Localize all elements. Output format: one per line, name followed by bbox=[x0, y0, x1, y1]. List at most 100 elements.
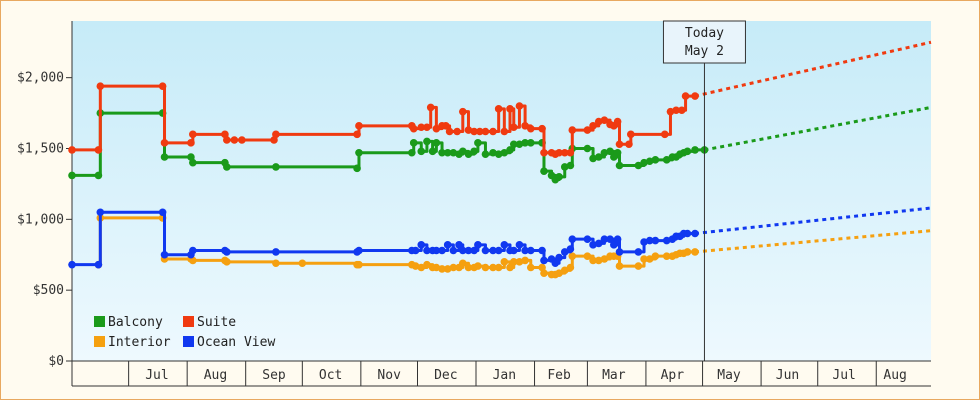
data-point-ocean-view bbox=[568, 235, 577, 243]
data-point-suite bbox=[409, 124, 418, 133]
data-point-balcony bbox=[189, 158, 197, 167]
data-point-interior bbox=[458, 259, 467, 268]
y-tick-label: $1,000 bbox=[17, 212, 64, 227]
data-point-ocean-view bbox=[423, 246, 431, 255]
data-point-suite bbox=[445, 127, 454, 136]
x-month-label: Jul bbox=[832, 368, 855, 383]
data-point-suite bbox=[423, 123, 431, 132]
x-month-label: Aug bbox=[204, 368, 227, 383]
data-point-suite bbox=[538, 124, 546, 133]
data-point-interior bbox=[298, 259, 307, 268]
data-point-interior bbox=[494, 263, 503, 272]
legend: Balcony Suite Interior Ocean View bbox=[94, 315, 275, 350]
data-point-balcony bbox=[160, 153, 169, 161]
data-point-interior bbox=[489, 263, 497, 272]
data-point-ocean-view bbox=[540, 256, 548, 265]
data-point-interior bbox=[651, 252, 660, 260]
data-point-suite bbox=[475, 127, 484, 136]
data-point-balcony bbox=[355, 148, 363, 157]
data-point-interior bbox=[662, 252, 671, 260]
series-lines bbox=[68, 40, 932, 279]
data-point-balcony bbox=[272, 163, 280, 171]
data-point-ocean-view bbox=[538, 246, 546, 255]
data-point-suite bbox=[68, 146, 76, 154]
data-point-balcony bbox=[409, 139, 418, 147]
x-month-label: Dec bbox=[434, 368, 457, 383]
data-point-ocean-view bbox=[68, 260, 76, 269]
data-point-interior bbox=[683, 248, 692, 256]
data-point-suite bbox=[583, 126, 592, 134]
data-point-suite bbox=[672, 106, 680, 115]
data-point-balcony bbox=[432, 139, 441, 147]
data-point-suite bbox=[158, 82, 167, 90]
data-point-interior bbox=[464, 263, 473, 272]
data-point-interior bbox=[474, 262, 482, 270]
data-point-suite bbox=[223, 136, 231, 144]
data-point-interior bbox=[566, 263, 575, 272]
data-point-balcony bbox=[662, 156, 671, 164]
x-month-label: Oct bbox=[319, 368, 342, 383]
data-point-interior bbox=[223, 258, 231, 266]
data-point-ocean-view bbox=[494, 246, 503, 255]
data-point-suite bbox=[566, 148, 575, 157]
data-point-interior bbox=[640, 255, 648, 263]
data-point-interior bbox=[634, 262, 643, 270]
data-point-interior bbox=[509, 258, 518, 266]
data-point-suite bbox=[458, 107, 467, 116]
data-point-ocean-view bbox=[551, 259, 560, 268]
data-point-ocean-view bbox=[474, 241, 482, 249]
data-point-ocean-view bbox=[500, 241, 509, 249]
data-point-suite bbox=[589, 122, 597, 130]
plot-area bbox=[72, 21, 931, 361]
x-month-label: Mar bbox=[602, 368, 626, 383]
data-point-interior bbox=[615, 262, 624, 270]
forecast-line-suite bbox=[694, 40, 932, 98]
x-month-label: Jun bbox=[776, 368, 799, 383]
data-point-balcony bbox=[428, 147, 437, 156]
data-point-balcony bbox=[423, 137, 431, 146]
data-point-ocean-view bbox=[521, 246, 529, 255]
data-point-suite bbox=[94, 146, 103, 154]
data-point-ocean-view bbox=[515, 241, 524, 249]
data-point-interior bbox=[438, 265, 446, 273]
data-point-suite bbox=[515, 102, 524, 110]
data-point-suite bbox=[353, 130, 361, 139]
legend-swatch-balcony bbox=[94, 316, 105, 327]
data-point-ocean-view bbox=[606, 235, 614, 243]
data-point-ocean-view bbox=[464, 246, 473, 255]
data-point-balcony bbox=[500, 148, 509, 157]
data-point-balcony bbox=[526, 139, 535, 147]
data-point-ocean-view bbox=[610, 241, 618, 249]
data-point-balcony bbox=[417, 147, 426, 156]
data-point-suite bbox=[555, 148, 563, 157]
x-month-label: Sep bbox=[262, 368, 286, 383]
data-point-balcony bbox=[594, 153, 603, 161]
data-point-balcony bbox=[691, 146, 699, 154]
today-label: Today bbox=[685, 26, 724, 41]
data-point-ocean-view bbox=[443, 241, 452, 249]
data-point-ocean-view bbox=[411, 246, 420, 255]
data-point-ocean-view bbox=[566, 245, 575, 253]
data-point-suite bbox=[96, 82, 105, 90]
data-point-interior bbox=[583, 252, 592, 260]
data-point-ocean-view bbox=[526, 246, 535, 255]
legend-swatch-suite bbox=[183, 316, 194, 327]
data-point-interior bbox=[272, 259, 280, 268]
data-point-suite bbox=[500, 127, 509, 136]
data-point-interior bbox=[481, 263, 490, 272]
data-point-suite bbox=[615, 140, 624, 149]
data-point-ocean-view bbox=[94, 260, 103, 269]
data-point-suite bbox=[187, 139, 195, 147]
data-point-suite bbox=[417, 123, 426, 132]
data-point-ocean-view bbox=[355, 246, 363, 255]
today-date: May 2 bbox=[685, 44, 724, 59]
y-tick-label: $1,500 bbox=[17, 142, 64, 157]
data-point-suite bbox=[627, 130, 635, 139]
data-point-balcony bbox=[438, 148, 446, 157]
y-tick-label: $2,000 bbox=[17, 71, 64, 86]
data-point-ocean-view bbox=[615, 248, 624, 256]
data-point-ocean-view bbox=[96, 208, 105, 217]
data-point-balcony bbox=[540, 167, 548, 175]
data-point-interior bbox=[500, 258, 509, 266]
